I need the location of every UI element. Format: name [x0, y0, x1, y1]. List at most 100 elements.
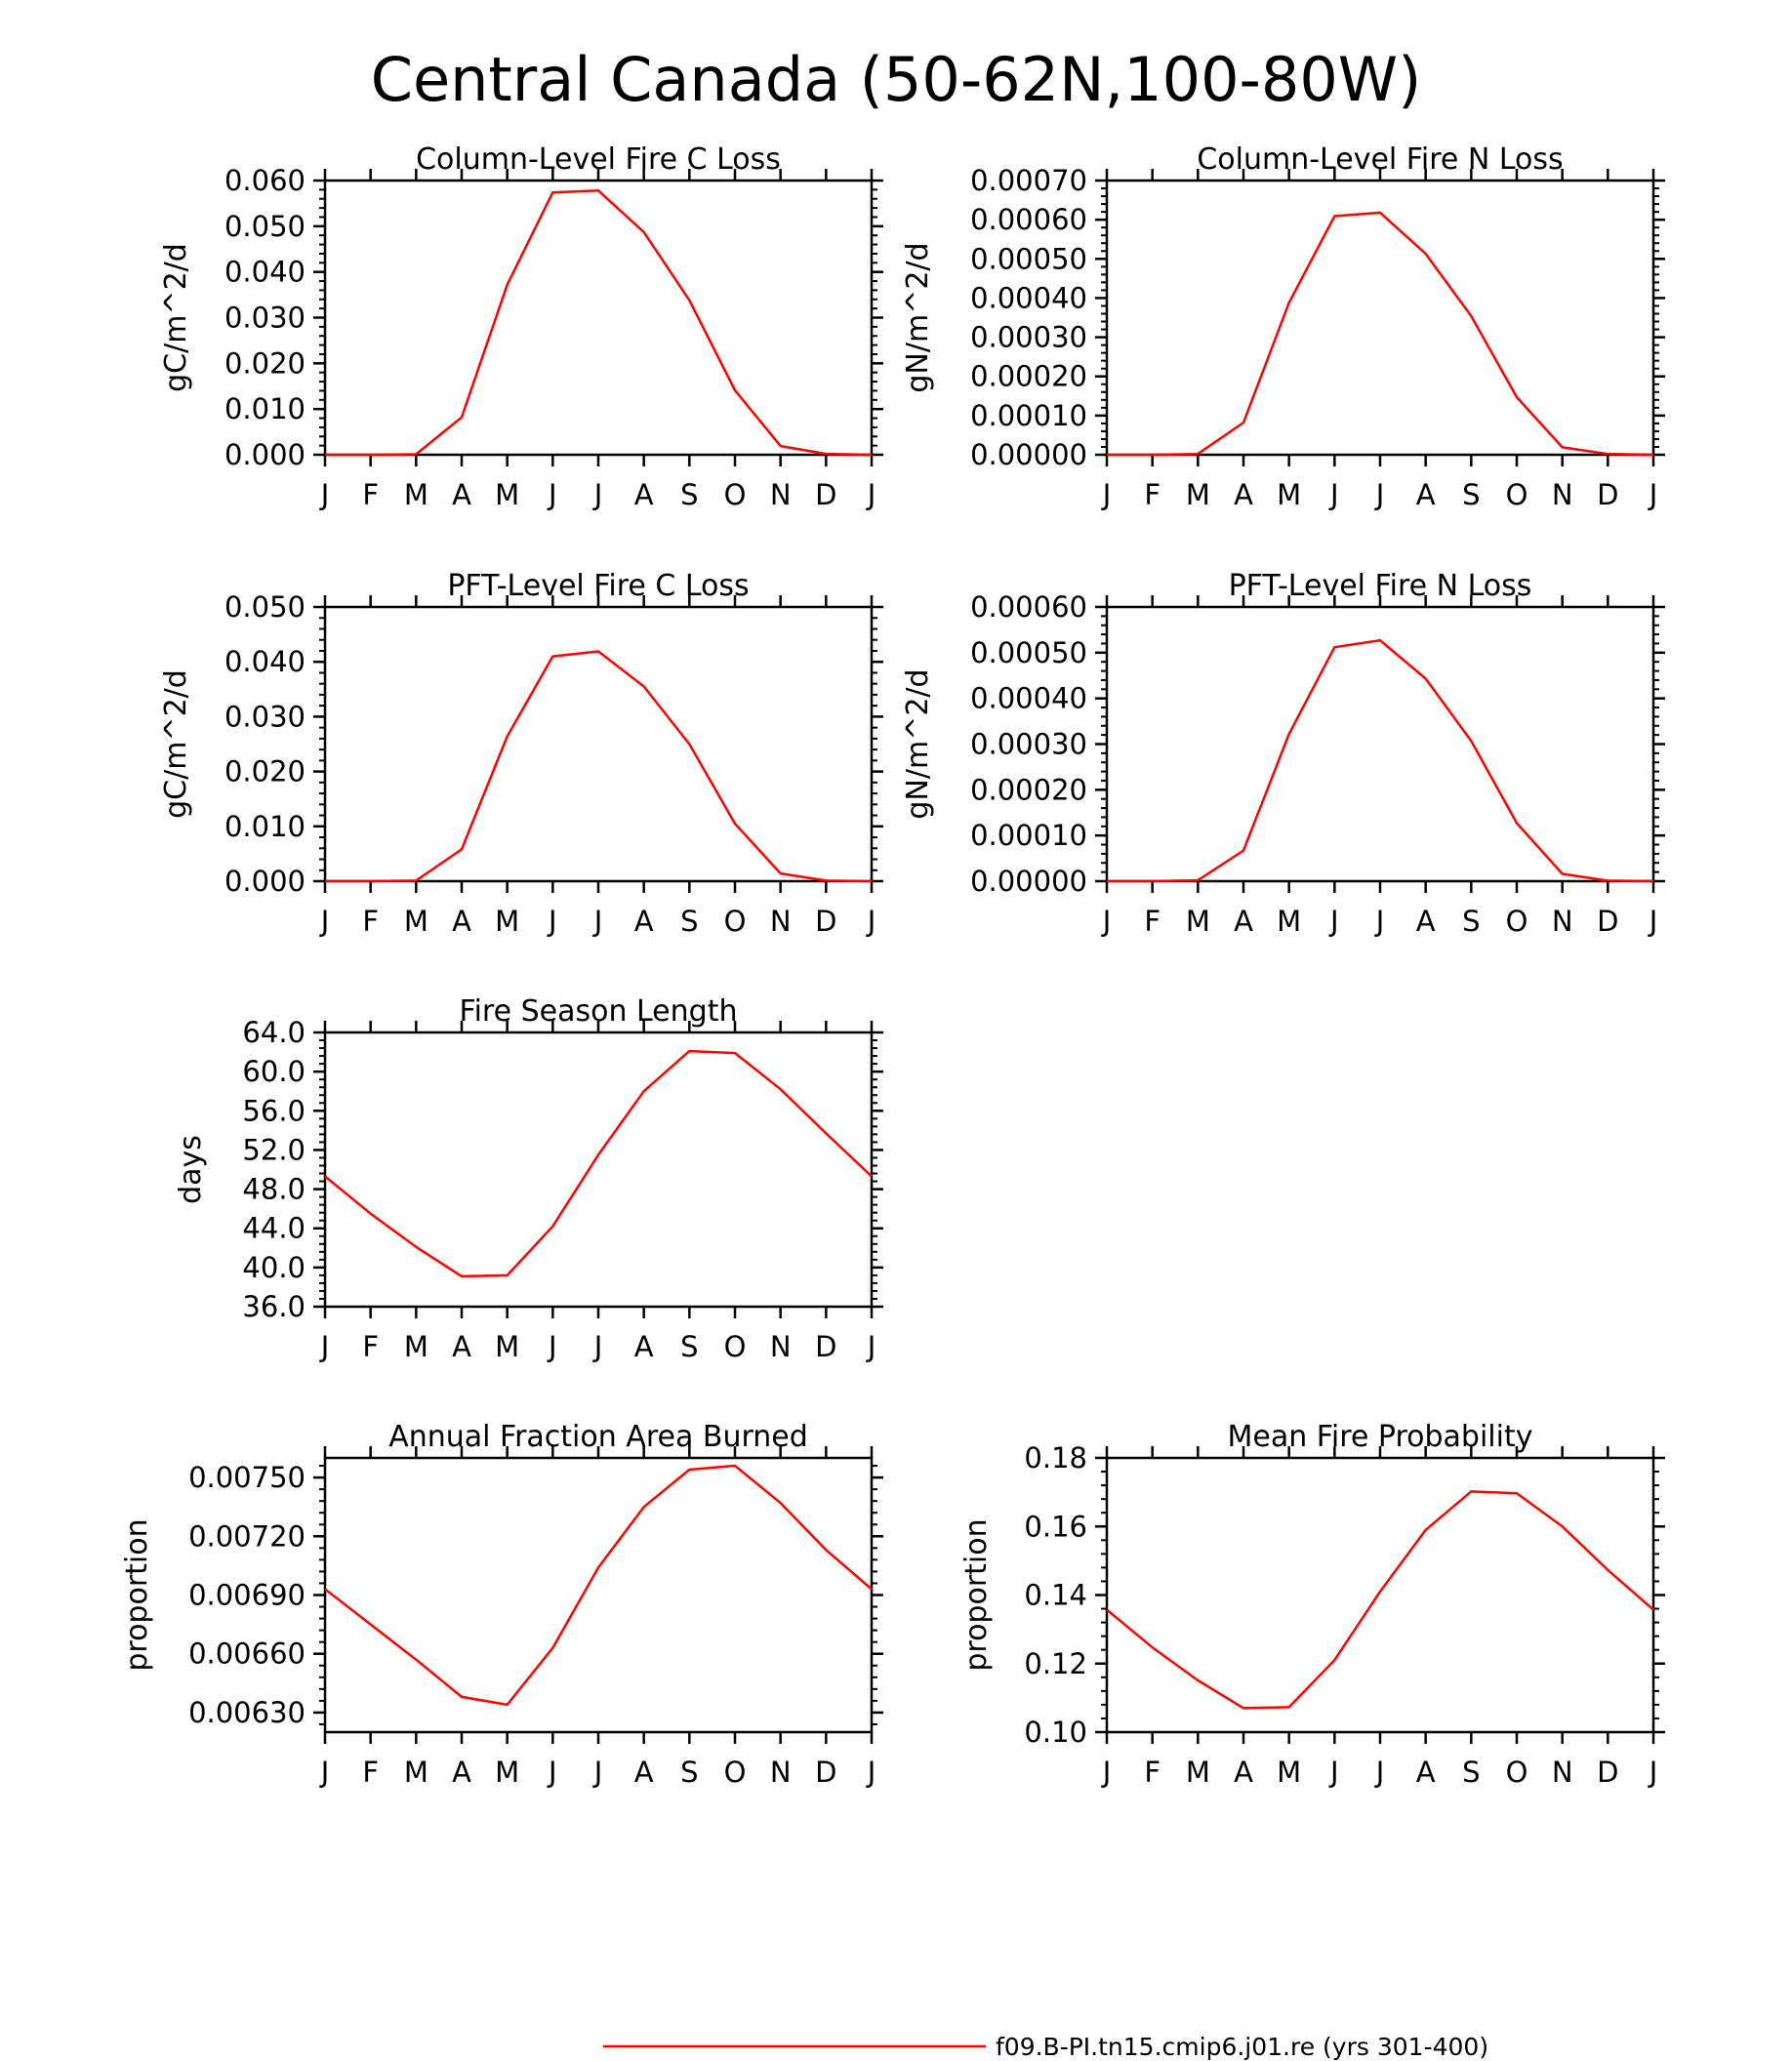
x-tick-label: D [1597, 478, 1618, 511]
series-line [325, 650, 873, 883]
y-tick-label: 0.040 [224, 256, 305, 289]
x-tick-label: M [404, 478, 428, 511]
x-tick-label: A [634, 905, 654, 938]
x-tick-label: J [1328, 478, 1339, 511]
y-tick-label: 0.020 [224, 346, 305, 380]
x-tick-label: J [1374, 478, 1385, 511]
y-tick-label: 0.050 [224, 590, 305, 624]
x-tick-label: J [1648, 1756, 1658, 1789]
x-tick-label: F [362, 1330, 379, 1363]
x-tick-label: J [866, 1330, 876, 1363]
x-tick-label: J [319, 905, 330, 938]
plot-frame [323, 605, 874, 883]
x-tick-label: M [495, 1330, 519, 1363]
x-tick-label: J [592, 905, 603, 938]
y-tick-label: 0.00020 [970, 360, 1087, 393]
x-tick-label: S [680, 1756, 698, 1789]
x-tick-label: F [362, 1756, 379, 1789]
y-tick-label: 0.12 [1024, 1647, 1087, 1680]
y-tick-label: 0.010 [224, 392, 305, 425]
series-line [324, 1464, 873, 1707]
y-tick-label: 0.010 [224, 810, 305, 843]
x-tick-label: A [634, 478, 654, 511]
y-tick-label: 0.00060 [970, 203, 1087, 236]
x-tick-label: O [1506, 1756, 1528, 1789]
x-tick-label: M [495, 905, 519, 938]
plot-frame [323, 1456, 874, 1734]
y-axis-label: proportion [959, 1518, 994, 1671]
y-tick-label: 0.14 [1024, 1579, 1087, 1612]
x-tick-label: N [770, 905, 792, 938]
x-tick-label: J [319, 1756, 330, 1789]
x-tick-label: J [866, 1756, 876, 1789]
x-tick-label: J [547, 905, 557, 938]
series-line [324, 1049, 873, 1278]
x-tick-label: A [452, 478, 471, 511]
y-tick-label: 44.0 [242, 1212, 305, 1245]
y-tick-label: 0.020 [224, 755, 305, 788]
plot-frame [323, 1030, 874, 1309]
series-line [1107, 211, 1654, 457]
x-tick-label: N [1552, 478, 1573, 511]
y-tick-label: 48.0 [242, 1173, 305, 1206]
x-tick-label: A [634, 1330, 654, 1363]
y-axis-label: gN/m^2/d [901, 668, 935, 819]
y-tick-label: 0.060 [224, 164, 305, 197]
x-tick-label: J [1328, 1756, 1339, 1789]
y-tick-label: 36.0 [242, 1290, 305, 1323]
y-tick-label: 0.00050 [970, 242, 1087, 275]
y-tick-label: 0.00630 [188, 1696, 305, 1729]
x-tick-label: F [1144, 905, 1161, 938]
x-tick-label: M [1277, 478, 1301, 511]
y-tick-label: 0.00010 [970, 399, 1087, 432]
x-tick-label: J [592, 1756, 603, 1789]
y-tick-label: 56.0 [242, 1094, 305, 1127]
x-tick-label: J [1648, 478, 1658, 511]
x-tick-label: J [1648, 905, 1658, 938]
x-tick-label: J [592, 478, 603, 511]
x-tick-label: O [724, 1330, 747, 1363]
plot-frame [1105, 605, 1655, 883]
y-tick-label: 0.16 [1024, 1510, 1087, 1543]
x-tick-label: A [1416, 905, 1436, 938]
x-tick-label: J [592, 1330, 603, 1363]
y-tick-label: 0.040 [224, 645, 305, 678]
y-tick-label: 0.000 [224, 438, 305, 471]
x-tick-label: M [495, 1756, 519, 1789]
y-tick-label: 0.050 [224, 210, 305, 243]
x-tick-label: M [1277, 905, 1301, 938]
x-tick-label: D [815, 478, 836, 511]
x-tick-label: J [866, 478, 876, 511]
y-tick-label: 0.00750 [188, 1461, 305, 1494]
x-tick-label: M [404, 905, 428, 938]
y-axis-label: gC/m^2/d [159, 669, 193, 819]
series-line [325, 189, 873, 457]
x-tick-label: J [1374, 1756, 1385, 1789]
x-tick-label: J [547, 1756, 557, 1789]
y-tick-label: 0.00000 [970, 438, 1087, 471]
x-tick-label: F [362, 478, 379, 511]
x-tick-label: D [1597, 1756, 1618, 1789]
y-tick-label: 0.00050 [970, 636, 1087, 669]
series-line [1106, 1490, 1654, 1710]
y-tick-label: 0.00010 [970, 819, 1087, 852]
x-tick-label: O [724, 1756, 747, 1789]
x-tick-label: J [1374, 905, 1385, 938]
x-tick-label: N [1552, 1756, 1573, 1789]
x-tick-label: A [452, 1330, 471, 1363]
x-tick-label: M [404, 1756, 428, 1789]
x-tick-label: J [1328, 905, 1339, 938]
x-tick-label: S [680, 905, 698, 938]
y-tick-label: 0.00690 [188, 1579, 305, 1612]
x-tick-label: J [319, 1330, 330, 1363]
x-tick-label: J [319, 478, 330, 511]
y-tick-label: 0.000 [224, 865, 305, 898]
x-tick-label: M [1186, 1756, 1210, 1789]
